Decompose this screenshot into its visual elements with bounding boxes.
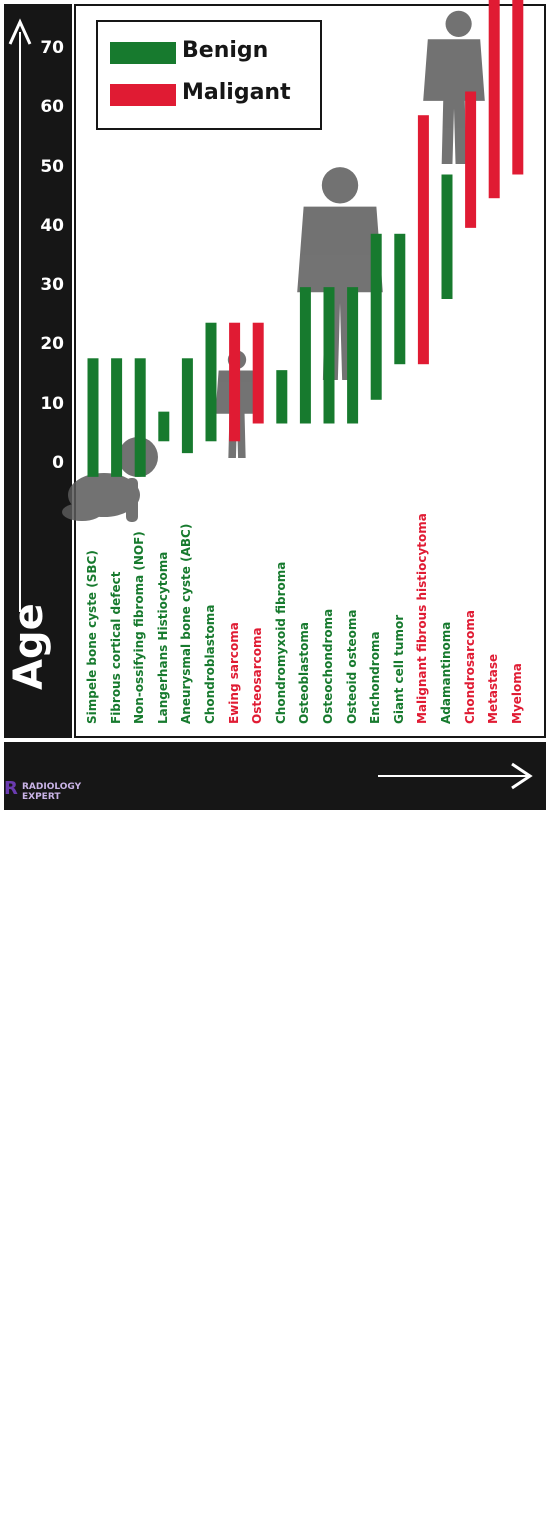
legend: Benign Maligant bbox=[96, 20, 322, 130]
category-label: Fibrous cortical defect bbox=[108, 571, 123, 725]
bar-18 bbox=[488, 0, 500, 199]
category-label: Simpele bone cyste (SBC) bbox=[85, 550, 99, 724]
category-label: Ewing sarcoma bbox=[226, 622, 241, 724]
bar-10 bbox=[299, 287, 311, 424]
bar-2 bbox=[111, 358, 123, 477]
y-tick-label: 10 bbox=[40, 393, 64, 414]
category-label: Chondroblastoma bbox=[203, 604, 217, 724]
category-label: Osteoblastoma bbox=[297, 622, 312, 724]
legend-swatch-malignant bbox=[110, 84, 176, 106]
bar-5 bbox=[181, 358, 193, 454]
category-label: Enchondroma bbox=[368, 631, 383, 724]
category-label: Malignant fibrous histiocytoma bbox=[415, 513, 430, 724]
bar-6 bbox=[205, 322, 217, 442]
bar-17 bbox=[465, 91, 477, 228]
y-tick-label: 30 bbox=[40, 275, 64, 296]
category-label: Osteoid osteoma bbox=[344, 609, 359, 724]
category-label: Giant cell tumor bbox=[391, 614, 406, 724]
logo-mark-icon: R bbox=[4, 778, 18, 799]
bar-7 bbox=[229, 322, 241, 442]
bar-1 bbox=[87, 358, 99, 477]
bar-9 bbox=[276, 370, 288, 424]
bar-14 bbox=[394, 233, 406, 365]
y-tick-label: 0 bbox=[52, 453, 64, 473]
y-tick-label: 50 bbox=[40, 156, 64, 177]
bar-15 bbox=[417, 115, 429, 365]
y-axis-arrow-icon bbox=[8, 18, 32, 612]
bar-11 bbox=[323, 287, 335, 424]
legend-swatch-benign bbox=[110, 42, 176, 64]
adult-silhouette bbox=[297, 167, 383, 380]
elderly-silhouette bbox=[423, 10, 485, 165]
infographic-frame: Age Bone tumours R RADIOLOGY EXPERT Benig… bbox=[4, 0, 546, 810]
x-axis-title: Bone tumours bbox=[92, 1494, 361, 1534]
category-label: Langerhans Histiocytoma bbox=[155, 551, 170, 724]
y-tick-label: 70 bbox=[40, 38, 64, 58]
legend-label-malignant: Maligant bbox=[182, 80, 291, 105]
y-tick-label: 20 bbox=[40, 334, 64, 355]
category-label: Metastase bbox=[486, 653, 501, 724]
bar-16 bbox=[441, 174, 453, 299]
bar-8 bbox=[252, 322, 264, 424]
bar-3 bbox=[134, 358, 146, 477]
category-label: Chondromyxoid fibroma bbox=[273, 561, 288, 724]
category-label: Osteochondroma bbox=[321, 608, 335, 724]
category-label: Myeloma bbox=[509, 663, 524, 724]
category-label: Non-ossifying fibroma (NOF) bbox=[132, 531, 147, 724]
y-tick-label: 60 bbox=[40, 97, 64, 118]
chart-canvas bbox=[8, 0, 533, 790]
category-label: Adamantinoma bbox=[439, 621, 453, 724]
logo-line1: RADIOLOGY bbox=[22, 782, 82, 792]
logo-line2: EXPERT bbox=[22, 792, 61, 802]
bar-19 bbox=[512, 0, 524, 175]
bar-13 bbox=[370, 233, 382, 400]
category-label: Chondrosarcoma bbox=[462, 609, 477, 724]
x-axis-arrow-icon bbox=[378, 762, 533, 790]
plot-area bbox=[74, 4, 546, 738]
legend-label-benign: Benign bbox=[182, 38, 269, 63]
y-axis-panel: Age bbox=[4, 4, 72, 738]
category-label: Osteosarcoma bbox=[250, 627, 265, 724]
y-tick-label: 40 bbox=[40, 215, 64, 236]
category-label: Aneurysmal bone cyste (ABC) bbox=[179, 523, 194, 724]
bar-4 bbox=[158, 411, 170, 442]
bar-12 bbox=[347, 287, 359, 424]
